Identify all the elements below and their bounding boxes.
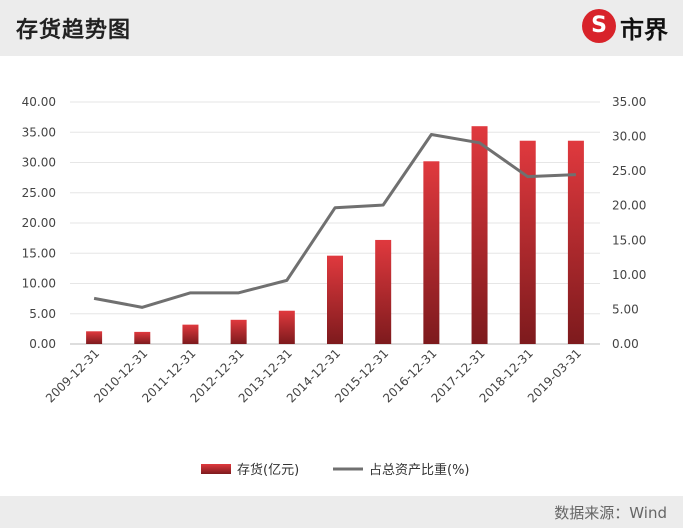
bar-inventory bbox=[327, 255, 343, 344]
bar-inventory bbox=[134, 331, 151, 344]
y-right-tick-label: 5.00 bbox=[612, 302, 639, 316]
bar-inventory bbox=[423, 161, 440, 344]
y-left-tick-label: 40.00 bbox=[22, 95, 56, 109]
source-text: 数据来源：Wind bbox=[554, 504, 667, 522]
y-left-tick-label: 5.00 bbox=[29, 307, 56, 321]
bar-inventory bbox=[86, 331, 103, 344]
y-left-tick-label: 35.00 bbox=[22, 125, 56, 139]
y-right-tick-label: 20.00 bbox=[612, 199, 646, 213]
y-right-tick-label: 25.00 bbox=[612, 164, 646, 178]
y-right-tick-label: 10.00 bbox=[612, 268, 646, 282]
chart-svg: 0.00 5.00 10.00 15.00 20.00 25.00 30.00 35.00 40… bbox=[22, 95, 647, 478]
y-right-tick-label: 35.00 bbox=[612, 95, 646, 109]
bar-inventory bbox=[471, 126, 488, 344]
page-title: 存货趋势图 bbox=[16, 18, 132, 43]
bar-inventory bbox=[519, 140, 536, 344]
y-right-tick-label: 0.00 bbox=[612, 337, 639, 351]
y-left-tick-label: 10.00 bbox=[22, 277, 56, 291]
y-left-tick-label: 25.00 bbox=[22, 186, 56, 200]
y-right-tick-label: 15.00 bbox=[612, 233, 646, 247]
legend-bar-swatch bbox=[201, 464, 231, 474]
bar-inventory bbox=[230, 319, 247, 344]
y-left-tick-label: 0.00 bbox=[29, 337, 56, 351]
y-left-tick-label: 30.00 bbox=[22, 156, 56, 170]
bar-inventory bbox=[182, 324, 199, 344]
bar-inventory bbox=[567, 140, 584, 344]
line-asset-ratio bbox=[93, 132, 576, 309]
brand-logo: S 市界 bbox=[582, 8, 674, 46]
logo-text: 市界 bbox=[620, 16, 668, 44]
logo-icon: S bbox=[582, 9, 616, 43]
bar-inventory bbox=[375, 239, 392, 344]
header-bar: 存货趋势图 S 市界 bbox=[0, 0, 683, 56]
y-left-tick-label: 15.00 bbox=[22, 246, 56, 260]
y-right-tick-label: 30.00 bbox=[612, 130, 646, 144]
legend-label-ratio: 占总资产比重(%) bbox=[369, 462, 470, 478]
footer-bar: 数据来源：Wind bbox=[0, 496, 683, 528]
bar-inventory bbox=[278, 310, 295, 344]
legend-label-inventory: 存货(亿元) bbox=[237, 462, 299, 478]
y-left-tick-label: 20.00 bbox=[22, 216, 56, 230]
